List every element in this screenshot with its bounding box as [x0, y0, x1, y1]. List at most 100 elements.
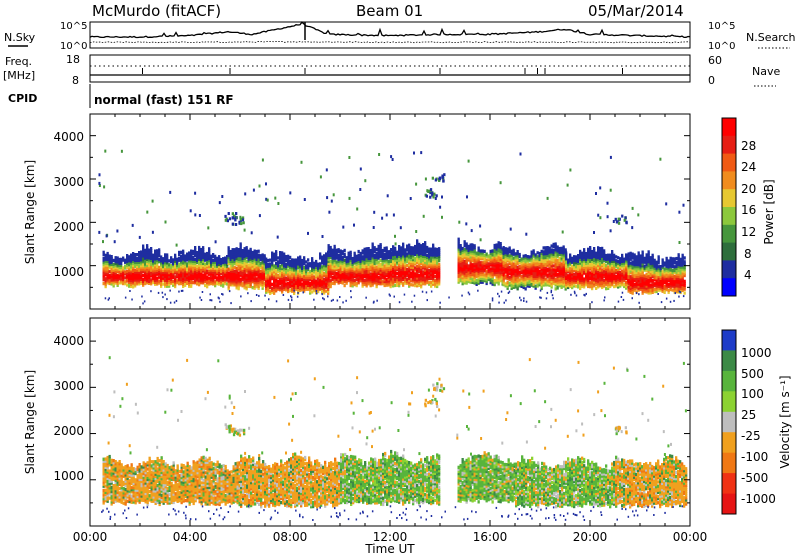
echo-cell: [457, 261, 460, 265]
echo-cell: [132, 283, 135, 287]
echo-cell: [633, 257, 636, 261]
echo-cell: [331, 248, 334, 252]
echo-cell: [208, 260, 211, 265]
echo-cell: [218, 274, 221, 278]
echo-cell: [303, 269, 306, 274]
echo-cell: [188, 253, 191, 257]
echo-cell: [524, 269, 527, 273]
echo-cell: [569, 274, 572, 279]
echo-cell: [422, 276, 425, 280]
echo-cell: [502, 249, 505, 254]
echo-cell: [546, 246, 549, 250]
echo-cell: [396, 281, 399, 286]
echo-cell: [349, 264, 352, 268]
echo-cell: [387, 271, 390, 275]
echo-cell: [438, 262, 441, 266]
echo-cell: [325, 262, 328, 266]
echo-cell: [158, 258, 161, 262]
echo-cell: [390, 277, 393, 281]
echo-cell: [220, 265, 223, 270]
echo-cell: [363, 253, 366, 257]
echo-cell: [305, 285, 308, 289]
echo-cell: [265, 269, 268, 273]
echo-cell: [591, 257, 594, 261]
echo-cell: [226, 258, 229, 263]
echo-cell: [499, 251, 502, 255]
cpid-label: CPID: [8, 92, 37, 105]
echo-cell: [432, 251, 435, 255]
echo-cell: [424, 278, 427, 282]
echo-cell: [198, 279, 201, 283]
echo-cell: [295, 283, 298, 287]
echo-cell: [355, 266, 358, 270]
echo-cell: [647, 287, 650, 291]
echo-cell: [430, 282, 433, 286]
echo-cell: [491, 276, 494, 280]
echo-cell: [251, 264, 254, 268]
echo-cell: [597, 267, 600, 271]
echo-cell: [379, 282, 382, 286]
echo-cell: [556, 261, 559, 265]
echo-cell: [534, 284, 537, 288]
echo-cell: [554, 279, 557, 283]
echo-cell: [363, 257, 366, 261]
echo-cell: [311, 257, 314, 261]
echo-cell: [243, 274, 246, 278]
echo-cell: [487, 270, 490, 274]
echo-cell: [497, 245, 500, 249]
echo-cell: [459, 269, 462, 273]
echo-cell: [436, 263, 439, 267]
echo-cell: [349, 280, 352, 284]
echo-cell: [589, 273, 592, 277]
echo-cell: [104, 271, 107, 275]
echo-cell: [345, 265, 348, 270]
echo-cell: [299, 255, 302, 259]
echo-cell: [212, 260, 215, 265]
echo-cell: [619, 263, 622, 267]
echo-cell: [467, 277, 470, 282]
echo-cell: [424, 266, 427, 270]
echo-cell: [337, 271, 340, 275]
echo-cell: [311, 266, 314, 271]
echo-cell: [414, 250, 417, 254]
echo-cell: [416, 268, 419, 272]
echo-cell: [495, 262, 498, 267]
echo-cell: [601, 270, 604, 274]
echo-cell: [192, 263, 195, 267]
echo-cell: [538, 265, 541, 269]
echo-cell: [493, 261, 496, 265]
echo-cell: [647, 269, 650, 274]
echo-cell: [122, 276, 125, 280]
echo-cell: [154, 261, 157, 265]
echo-cell: [479, 255, 482, 259]
echo-cell: [601, 285, 604, 290]
echo-cell: [261, 274, 264, 279]
echo-cell: [365, 274, 368, 278]
echo-cell: [184, 262, 187, 266]
echo-cell: [408, 245, 411, 249]
echo-cell: [548, 260, 551, 264]
echo-cell: [663, 288, 666, 292]
echo-cell: [639, 285, 642, 289]
echo-cell: [245, 279, 248, 283]
echo-cell: [255, 265, 258, 269]
echo-cell: [681, 257, 684, 261]
echo-cell: [120, 267, 123, 271]
echo-cell: [373, 267, 376, 271]
echo-cell: [239, 248, 242, 252]
echo-cell: [130, 261, 133, 265]
echo-cell: [667, 290, 670, 294]
echo-cell: [641, 273, 644, 278]
echo-cell: [369, 266, 372, 270]
echo-cell: [665, 260, 668, 264]
echo-cell: [516, 257, 519, 262]
echo-cell: [190, 265, 193, 269]
echo-cell: [520, 261, 523, 265]
echo-cell: [265, 277, 268, 281]
echo-cell: [619, 257, 622, 261]
echo-cell: [365, 253, 368, 257]
echo-cell: [233, 283, 236, 287]
echo-cell: [607, 267, 610, 271]
echo-cell: [434, 264, 437, 269]
echo-cell: [200, 261, 203, 265]
